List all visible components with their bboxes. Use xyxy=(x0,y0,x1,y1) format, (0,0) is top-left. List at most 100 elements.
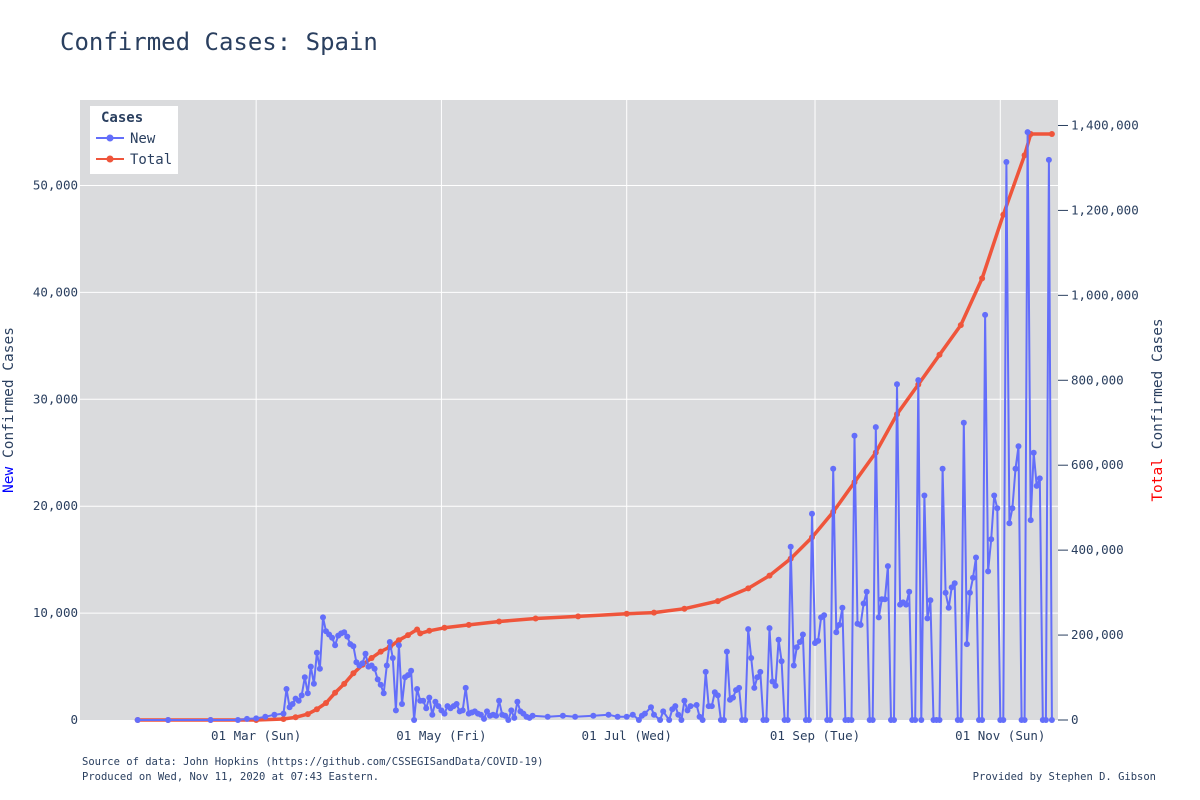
y-right-tick-label: 1,000,000 xyxy=(1071,287,1139,302)
data-point-new xyxy=(505,717,512,723)
data-point-new xyxy=(641,710,648,717)
data-point-new xyxy=(420,697,427,704)
data-point-new xyxy=(411,717,418,723)
data-point-new xyxy=(766,625,773,632)
data-point-total xyxy=(332,689,339,696)
y-left-tick-label: 50,000 xyxy=(33,178,78,193)
legend-item-total[interactable]: Total xyxy=(96,152,172,168)
y-left-tick-label: 20,000 xyxy=(33,498,78,513)
data-point-total xyxy=(465,621,472,628)
data-point-total xyxy=(575,613,582,620)
data-point-new xyxy=(693,702,700,708)
data-point-new xyxy=(462,684,469,691)
plot-area xyxy=(80,100,1058,720)
data-point-new xyxy=(799,631,806,638)
data-point-new xyxy=(635,717,642,723)
data-point-new xyxy=(280,710,287,717)
legend-item-new[interactable]: New xyxy=(96,131,156,147)
data-point-new xyxy=(1009,505,1016,512)
data-point-new xyxy=(262,713,269,720)
data-point-new xyxy=(301,674,308,681)
data-point-new xyxy=(1021,717,1028,723)
data-point-new xyxy=(426,694,433,701)
data-point-new xyxy=(1012,465,1019,472)
data-point-new xyxy=(514,698,521,705)
data-point-new xyxy=(906,588,913,595)
data-point-new xyxy=(310,680,317,687)
data-point-new xyxy=(720,717,727,723)
data-point-new xyxy=(651,711,657,718)
data-point-new xyxy=(863,588,870,595)
data-point-new xyxy=(681,697,688,704)
data-point-total xyxy=(395,637,402,644)
data-point-new xyxy=(207,717,214,723)
data-point-new xyxy=(660,708,667,715)
data-point-new xyxy=(423,705,430,712)
data-point-new xyxy=(477,711,484,718)
data-point-new xyxy=(605,711,612,718)
data-point-new xyxy=(271,711,278,718)
data-point-new xyxy=(833,629,840,636)
data-point-new xyxy=(377,681,384,688)
data-point-new xyxy=(951,580,958,587)
x-tick-label: 01 Jul (Wed) xyxy=(582,728,672,743)
data-point-new xyxy=(623,713,630,720)
data-point-new xyxy=(772,682,779,689)
data-point-total xyxy=(766,572,773,579)
data-point-new xyxy=(687,703,694,710)
data-point-new xyxy=(872,424,879,431)
data-point-new xyxy=(891,717,897,723)
y-right-tick-label: 1,400,000 xyxy=(1071,117,1139,132)
data-point-new xyxy=(320,614,326,621)
data-point-new xyxy=(298,692,305,699)
data-point-new xyxy=(894,381,900,388)
data-point-new xyxy=(657,717,664,723)
provided-note: Provided by Stephen D. Gibson xyxy=(973,771,1156,783)
data-point-new xyxy=(1036,475,1043,482)
data-point-new xyxy=(1015,443,1022,450)
data-point-new xyxy=(1024,129,1031,136)
data-point-new xyxy=(757,668,764,675)
data-point-new xyxy=(481,715,487,722)
data-point-new xyxy=(304,690,311,697)
data-point-new xyxy=(745,626,752,633)
data-point-new xyxy=(666,717,673,723)
data-point-new xyxy=(371,665,378,672)
data-point-new xyxy=(629,711,636,718)
data-point-new xyxy=(763,717,770,723)
data-point-new xyxy=(793,644,800,651)
data-point-new xyxy=(675,711,682,718)
series-markers-new xyxy=(134,129,1055,723)
data-point-new xyxy=(903,601,910,608)
data-point-total xyxy=(280,716,287,722)
data-point-new xyxy=(948,584,955,591)
data-point-new xyxy=(484,708,490,715)
x-tick-label: 01 May (Fri) xyxy=(396,728,486,743)
data-point-new xyxy=(942,589,949,596)
data-point-new xyxy=(857,621,864,628)
data-point-total xyxy=(957,322,964,329)
y-right-tick-label: 800,000 xyxy=(1071,372,1124,387)
data-point-new xyxy=(754,674,761,681)
data-point-new xyxy=(927,597,934,604)
legend-label-total: Total xyxy=(130,152,172,168)
data-point-new xyxy=(329,634,336,641)
data-point-new xyxy=(945,604,952,611)
data-point-new xyxy=(374,676,381,683)
data-point-new xyxy=(508,707,515,714)
data-point-total xyxy=(426,627,433,634)
data-point-new xyxy=(708,703,715,710)
data-point-new xyxy=(830,465,837,472)
data-point-new xyxy=(295,697,302,704)
legend[interactable]: Cases New Total xyxy=(90,106,178,174)
data-point-new xyxy=(350,643,357,650)
data-point-new xyxy=(496,697,503,704)
data-point-new xyxy=(730,694,736,701)
data-point-new xyxy=(134,717,141,723)
data-point-new xyxy=(775,636,782,643)
x-tick-label: 01 Nov (Sun) xyxy=(955,728,1045,743)
data-point-new xyxy=(313,649,320,656)
data-point-new xyxy=(1027,517,1034,524)
axes: 0 10,000 20,000 30,000 40,000 50,000 0 200,000 4… xyxy=(33,117,1139,743)
data-point-total xyxy=(1048,131,1055,137)
